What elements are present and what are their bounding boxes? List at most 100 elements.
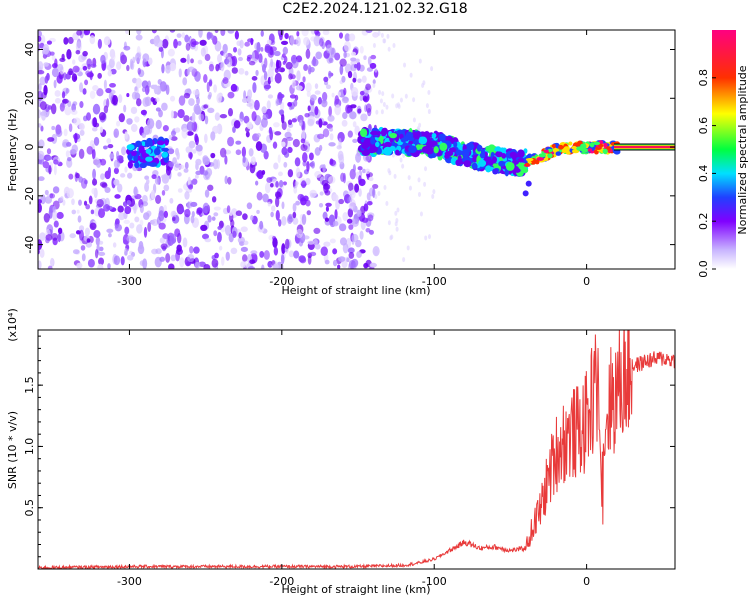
noise-cell (108, 232, 112, 238)
noise-cell (98, 251, 106, 257)
noise-cell (385, 201, 389, 207)
track-cell (370, 137, 376, 145)
track-cell (383, 141, 392, 148)
noise-cell (87, 258, 95, 268)
noise-cell (279, 180, 284, 188)
noise-cell (412, 117, 416, 123)
noise-cell (319, 144, 323, 152)
noise-cell (348, 224, 354, 230)
noise-cell (287, 146, 293, 154)
noise-cell (144, 182, 150, 193)
track-cell (484, 156, 489, 162)
noise-cell (99, 246, 104, 252)
noise-cell (314, 90, 321, 95)
noise-cell (358, 188, 362, 197)
noise-cell (97, 263, 104, 269)
noise-cell (367, 56, 372, 66)
noise-cell (200, 47, 206, 57)
noise-cell (211, 216, 216, 221)
noise-cell (214, 30, 219, 34)
noise-cell (255, 141, 263, 151)
noise-cell (253, 99, 260, 111)
noise-cell (127, 254, 134, 261)
track-cell (368, 147, 375, 154)
noise-cell (247, 266, 255, 269)
track-cell (565, 149, 571, 155)
noise-cell (260, 117, 268, 128)
noise-cell (302, 152, 308, 163)
noise-cell (278, 109, 285, 115)
noise-cell (338, 198, 345, 205)
noise-cell (100, 173, 105, 180)
noise-cell (190, 215, 195, 224)
noise-cell (378, 89, 382, 95)
noise-cell (272, 141, 278, 149)
snr-x-tick-label: 0 (583, 575, 590, 588)
noise-cell (303, 63, 309, 72)
noise-cell (295, 36, 301, 47)
noise-cell (142, 53, 150, 62)
noise-cell (365, 168, 371, 175)
noise-cell (359, 90, 365, 96)
noise-cell (207, 184, 214, 191)
noise-cell (280, 40, 289, 45)
noise-cell (227, 136, 235, 147)
noise-cell (213, 84, 217, 93)
noise-cell (261, 106, 267, 114)
noise-cell (307, 105, 311, 112)
noise-cell (188, 184, 194, 190)
snr-x-ticks: -300 -200 -100 0 (117, 330, 590, 588)
noise-cell (174, 228, 181, 238)
noise-cell (185, 42, 191, 51)
noise-cell (402, 257, 406, 263)
noise-cell (270, 58, 274, 68)
noise-cell (53, 159, 59, 165)
noise-cell (184, 208, 191, 218)
noise-cell (216, 159, 220, 170)
noise-cell (97, 208, 106, 219)
noise-cell (42, 44, 50, 55)
noise-cell (291, 118, 297, 123)
track-cell (153, 147, 161, 156)
noise-cell (192, 89, 200, 96)
track-cell (161, 147, 169, 152)
noise-cell (387, 220, 391, 226)
noise-cell (344, 33, 351, 42)
noise-cell (98, 257, 105, 266)
noise-cell (159, 256, 166, 262)
noise-cell (322, 163, 326, 173)
noise-cell (275, 98, 280, 107)
noise-cell (135, 77, 142, 89)
noise-cell (406, 245, 410, 251)
noise-cell (240, 226, 248, 233)
noise-cell (424, 166, 428, 172)
noise-cell (323, 183, 331, 190)
track-cell (457, 155, 462, 161)
noise-cell (195, 144, 203, 152)
noise-cell (168, 263, 175, 269)
noise-cell (120, 256, 125, 266)
noise-cell (103, 79, 107, 90)
noise-cell (380, 32, 384, 38)
noise-cell (266, 39, 272, 45)
track-cell (127, 160, 133, 169)
noise-cell (425, 103, 429, 109)
noise-cell (227, 30, 235, 34)
noise-cell (328, 142, 336, 147)
noise-cell (233, 120, 241, 129)
noise-cell (273, 122, 280, 128)
spectrogram-y-axis-label: Frequency (Hz) (6, 109, 19, 192)
noise-cell (195, 158, 202, 166)
noise-cell (202, 202, 210, 214)
noise-cell (329, 238, 336, 244)
noise-cell (204, 53, 211, 62)
noise-cell (339, 237, 347, 246)
noise-cell (204, 115, 209, 125)
track-cell (505, 161, 515, 171)
track-cell (405, 131, 414, 140)
noise-cell (170, 130, 176, 137)
noise-cell (368, 176, 374, 182)
spectrogram-x-tick-label: -200 (269, 275, 294, 288)
noise-cell (76, 262, 83, 269)
noise-cell (181, 128, 188, 139)
